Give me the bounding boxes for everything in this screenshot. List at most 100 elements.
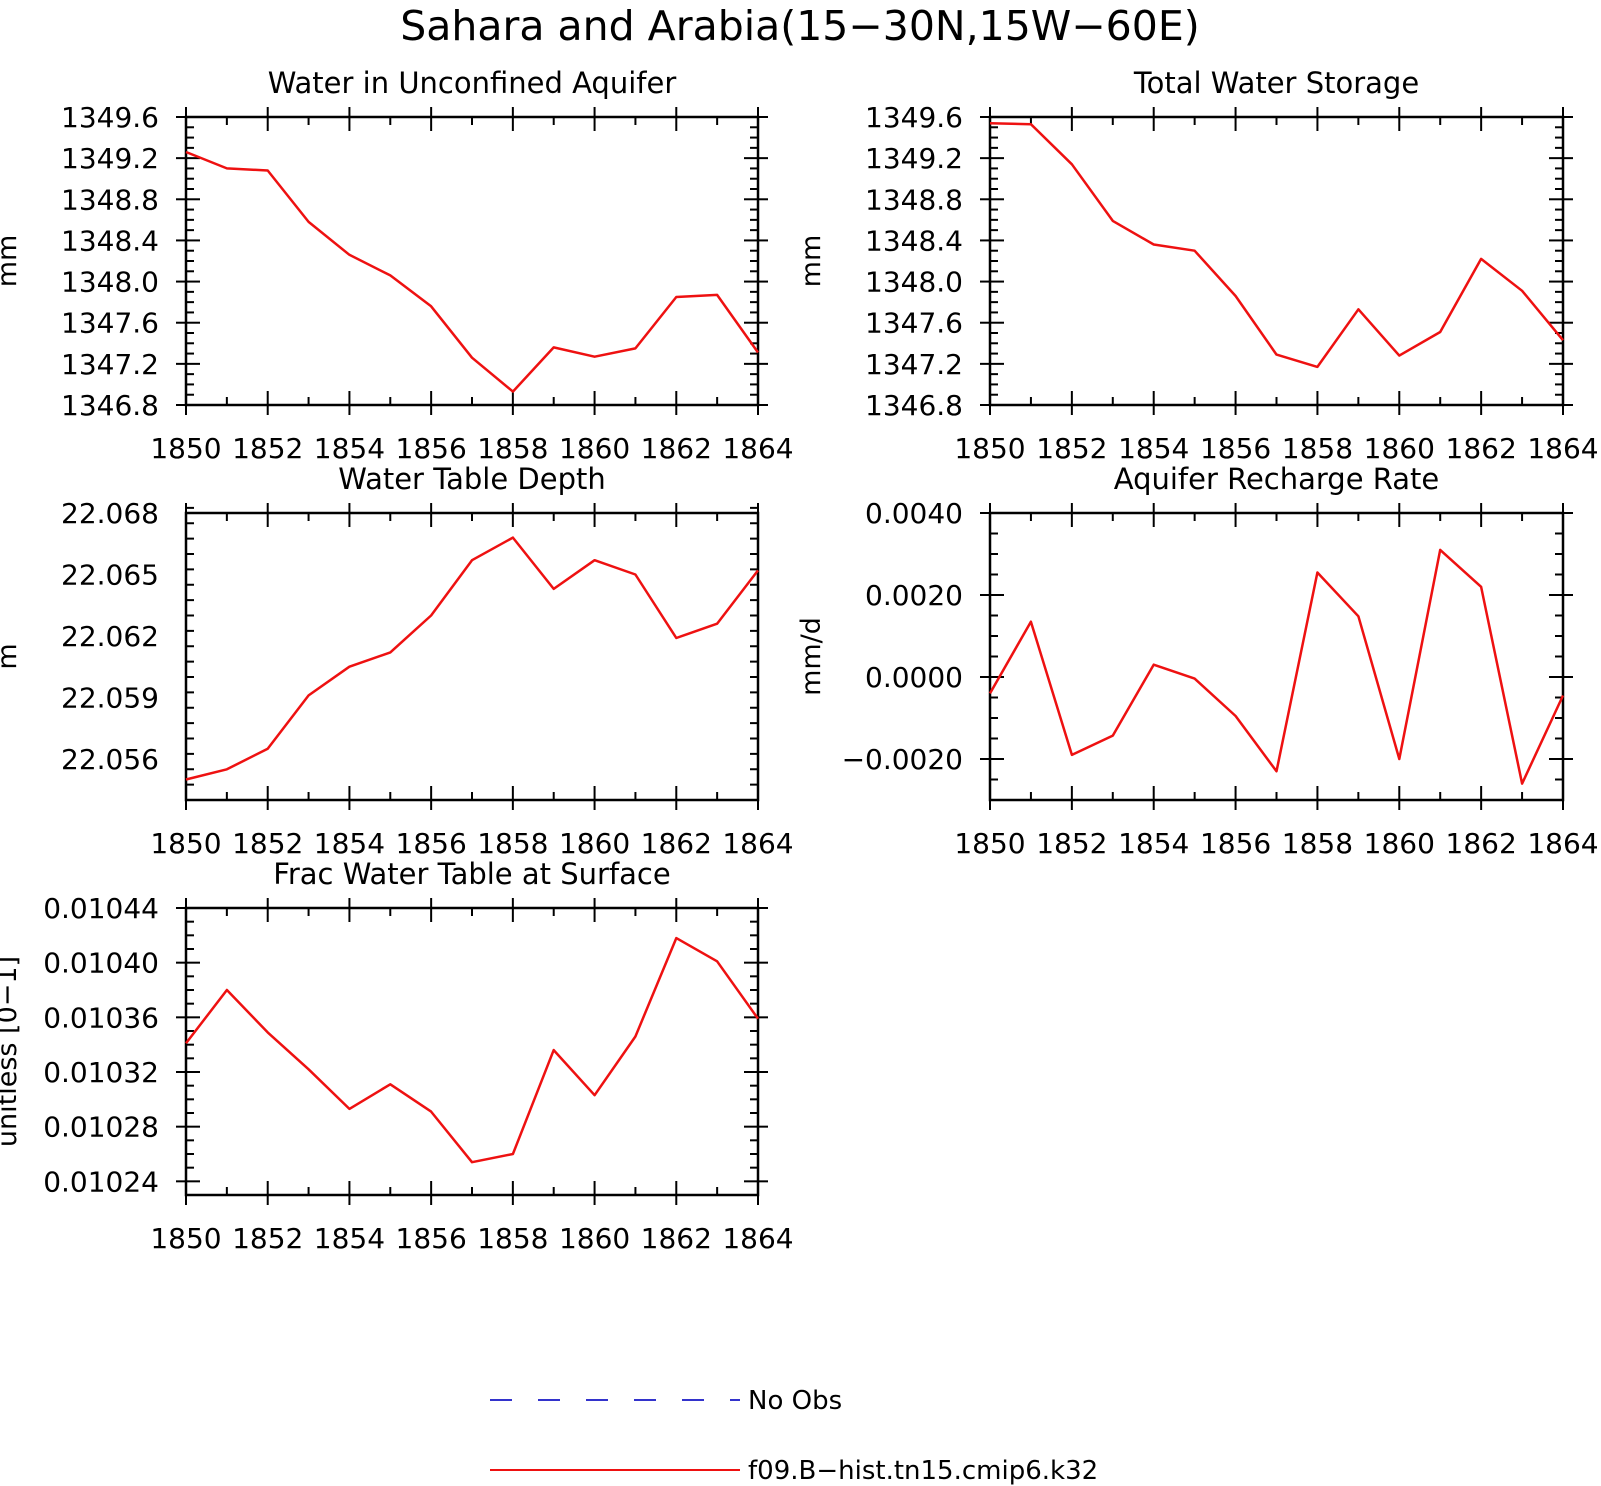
plot-frame — [988, 511, 1565, 802]
series-line-1 — [185, 536, 759, 781]
panel-title: Water in Unconfined Aquifer — [268, 66, 677, 100]
y-tick-label: 0.0000 — [865, 661, 963, 694]
x-tick-label: 1852 — [232, 827, 303, 860]
x-tick-label: 1860 — [559, 827, 630, 860]
y-tick-label: 1348.0 — [865, 266, 963, 299]
x-tick-label: 1850 — [150, 432, 221, 465]
x-tick-label: 1856 — [396, 432, 467, 465]
y-tick-label: 1348.0 — [61, 266, 159, 299]
plot-frame — [988, 115, 1565, 407]
y-tick-label: 0.01040 — [43, 947, 159, 980]
x-tick-label: 1854 — [314, 827, 385, 860]
y-tick-label: 1346.8 — [865, 389, 963, 422]
x-tick-label: 1856 — [396, 827, 467, 860]
y-tick-label: 1349.2 — [61, 142, 159, 175]
y-tick-label: 1348.4 — [61, 224, 159, 257]
chart-panel-1: Water in Unconfined Aquifer 1850 1852 1854 1… — [0, 66, 794, 465]
x-tick-label: 1862 — [641, 827, 712, 860]
y-tick-label: 1347.2 — [61, 348, 159, 381]
x-tick-label: 1850 — [954, 827, 1025, 860]
chart-panel-3: Water Table Depth 1850 1852 1854 1856 1858 186… — [0, 462, 794, 860]
y-axis-label: mm/d — [796, 617, 827, 696]
chart-panel-2: Total Water Storage 1850 1852 1854 1856 1858 1… — [796, 66, 1599, 465]
x-tick-label: 1852 — [1036, 827, 1107, 860]
y-tick-label: 1347.2 — [865, 348, 963, 381]
x-tick-label: 1852 — [232, 1222, 303, 1255]
x-tick-label: 1862 — [641, 432, 712, 465]
x-tick-label: 1856 — [396, 1222, 467, 1255]
x-tick-label: 1850 — [954, 432, 1025, 465]
panels: Water in Unconfined Aquifer 1850 1852 1854 1… — [0, 66, 1599, 1255]
figure-title: Sahara and Arabia(15−30N,15W−60E) — [400, 2, 1200, 50]
y-tick-label: −0.0020 — [842, 743, 963, 776]
x-tick-label: 1854 — [1118, 432, 1189, 465]
x-tick-label: 1854 — [314, 1222, 385, 1255]
y-tick-label: 22.056 — [61, 743, 159, 776]
x-tick-label: 1858 — [477, 432, 548, 465]
plot-frame — [184, 511, 760, 802]
y-tick-label: 1346.8 — [61, 389, 159, 422]
x-tick-label: 1860 — [1364, 827, 1435, 860]
chart-panel-4: Aquifer Recharge Rate 1850 1852 1854 1856 185… — [796, 462, 1599, 860]
x-tick-label: 1858 — [477, 1222, 548, 1255]
chart-panel-5: Frac Water Table at Surface 1850 1852 1854 1… — [0, 857, 794, 1255]
legend-label-1: No Obs — [748, 1386, 842, 1416]
y-tick-label: 22.059 — [61, 682, 159, 715]
x-tick-label: 1860 — [1364, 432, 1435, 465]
panel-title: Aquifer Recharge Rate — [1114, 462, 1440, 496]
x-tick-label: 1852 — [232, 432, 303, 465]
y-axis-label: unitless [0−1] — [0, 956, 23, 1147]
x-tick-label: 1864 — [722, 1222, 793, 1255]
y-tick-label: 0.01044 — [43, 892, 159, 925]
plot-frame — [184, 115, 760, 407]
x-tick-label: 1850 — [150, 827, 221, 860]
x-tick-label: 1864 — [722, 827, 793, 860]
y-axis-label: mm — [796, 235, 827, 288]
y-tick-label: 22.062 — [61, 620, 159, 653]
y-axis-label: m — [0, 643, 23, 669]
x-tick-label: 1862 — [641, 1222, 712, 1255]
series-line-1 — [185, 150, 760, 393]
x-tick-label: 1852 — [1036, 432, 1107, 465]
y-tick-label: 22.065 — [61, 559, 159, 592]
y-tick-label: 1347.6 — [865, 307, 963, 340]
x-tick-label: 1858 — [1282, 827, 1353, 860]
y-tick-label: 1348.8 — [865, 183, 963, 216]
y-tick-label: 1348.4 — [865, 224, 963, 257]
legend-label-2: f09.B−hist.tn15.cmip6.k32 — [748, 1456, 1098, 1486]
x-tick-label: 1862 — [1446, 827, 1517, 860]
x-tick-label: 1864 — [1527, 432, 1598, 465]
x-tick-label: 1864 — [722, 432, 793, 465]
x-tick-label: 1854 — [314, 432, 385, 465]
y-tick-label: 0.01024 — [43, 1165, 159, 1198]
x-tick-label: 1862 — [1446, 432, 1517, 465]
y-tick-label: 1347.6 — [61, 307, 159, 340]
y-tick-label: 1349.6 — [61, 101, 159, 134]
y-tick-label: 0.0040 — [865, 497, 963, 530]
x-tick-label: 1854 — [1118, 827, 1189, 860]
x-tick-label: 1858 — [477, 827, 548, 860]
series-line-1 — [989, 121, 1564, 369]
panel-title: Frac Water Table at Surface — [273, 857, 670, 891]
y-tick-label: 1349.2 — [865, 142, 963, 175]
y-tick-label: 22.068 — [61, 497, 159, 530]
legend: No Obs f09.B−hist.tn15.cmip6.k32 — [490, 1386, 1098, 1486]
x-tick-label: 1860 — [559, 1222, 630, 1255]
series-line-1 — [185, 936, 760, 1164]
x-tick-label: 1860 — [559, 432, 630, 465]
y-tick-label: 0.01028 — [43, 1111, 159, 1144]
y-tick-label: 0.0020 — [865, 579, 963, 612]
y-tick-label: 1349.6 — [865, 101, 963, 134]
x-tick-label: 1856 — [1200, 432, 1271, 465]
x-tick-label: 1856 — [1200, 827, 1271, 860]
x-tick-label: 1850 — [150, 1222, 221, 1255]
panel-title: Water Table Depth — [338, 462, 606, 496]
panel-title: Total Water Storage — [1133, 66, 1419, 100]
y-tick-label: 0.01032 — [43, 1056, 159, 1089]
y-tick-label: 1348.8 — [61, 183, 159, 216]
y-tick-label: 0.01036 — [43, 1001, 159, 1034]
x-tick-label: 1864 — [1527, 827, 1598, 860]
series-line-1 — [988, 548, 1565, 785]
y-axis-label: mm — [0, 235, 23, 288]
